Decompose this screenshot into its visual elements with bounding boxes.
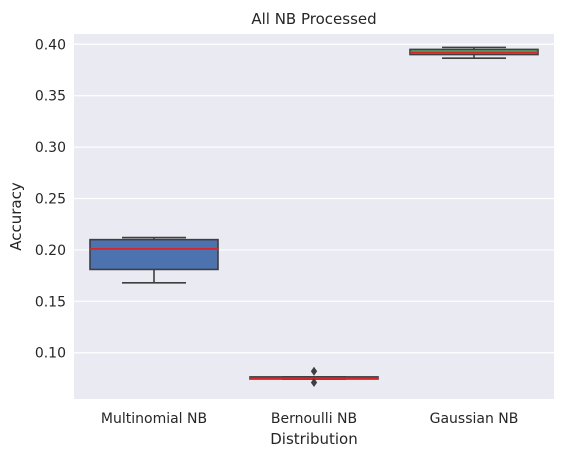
y-tick-label: 0.30 [35,140,66,156]
box-body [89,238,219,271]
chart-title: All NB Processed [251,10,376,28]
y-tick-label: 0.10 [35,346,66,362]
y-tick-label: 0.35 [35,89,66,105]
y-tick-label: 0.40 [35,37,66,53]
y-tick-label: 0.25 [35,192,66,208]
x-tick-label: Gaussian NB [430,411,519,427]
y-tick-labels: 0.10 0.15 0.20 0.25 0.30 0.35 0.40 [35,37,66,361]
x-tick-label: Bernoulli NB [271,411,357,427]
x-tick-label: Multinomial NB [101,411,207,427]
y-axis-label: Accuracy [7,182,25,251]
box-bernoulli-nb [249,366,379,388]
boxes-group [89,46,539,388]
x-axis-label: Distribution [270,430,358,448]
y-tick-label: 0.15 [35,294,66,310]
outlier-point [310,366,318,376]
plot-area [74,34,554,399]
x-tick-labels: Multinomial NB Bernoulli NB Gaussian NB [101,411,518,427]
box-multinomial-nb [89,236,219,284]
box-gaussian-nb [409,46,539,59]
outlier-point [310,378,318,388]
y-tick-label: 0.20 [35,243,66,259]
